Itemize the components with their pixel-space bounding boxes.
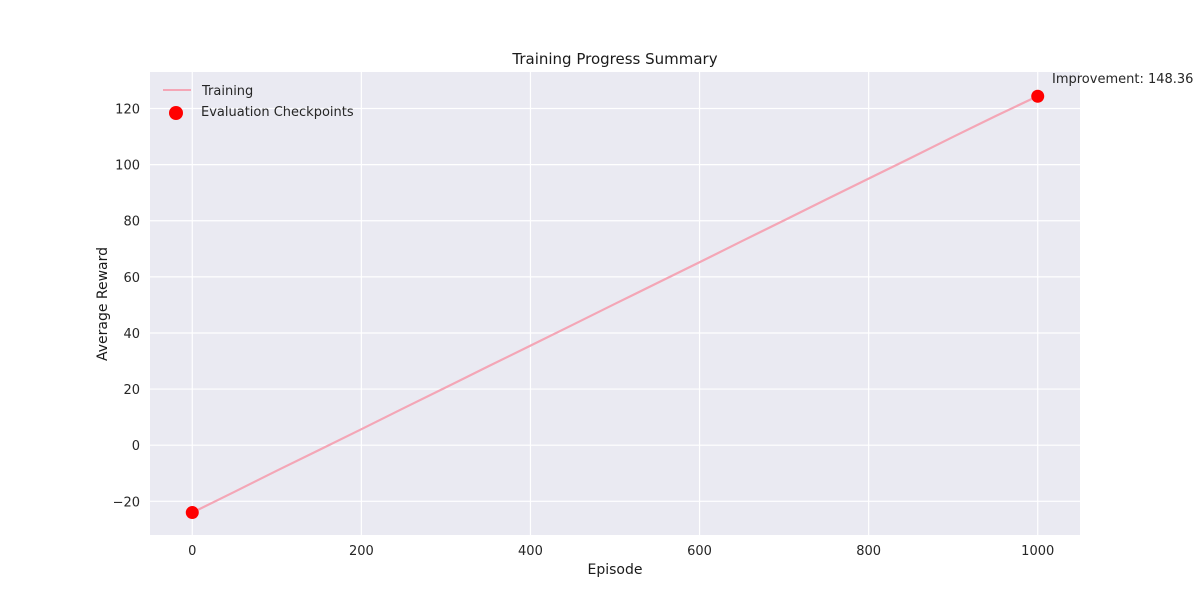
axis-ticks: 0 200 400 600 800 1000 −20 0 20 40 60 80 100 120 [113,102,1055,559]
improvement-annotation: Improvement: 148.36 [1052,72,1193,87]
y-tick-label: 120 [115,102,140,117]
y-axis-title: Average Reward [95,247,111,361]
x-tick-label: 800 [856,544,881,559]
legend-label-training: Training [201,84,253,99]
chart-marks [185,89,1045,520]
y-tick-label: 100 [115,159,140,174]
y-tick-label: 40 [123,327,140,342]
x-tick-label: 200 [349,544,374,559]
legend: Training Evaluation Checkpoints [163,84,354,120]
chart-title: Training Progress Summary [511,50,717,68]
y-tick-label: 20 [123,383,140,398]
evaluation-checkpoint-point [1031,89,1045,103]
y-tick-label: −20 [113,495,140,510]
y-tick-label: 0 [132,439,140,454]
x-tick-label: 400 [518,544,543,559]
x-tick-label: 1000 [1021,544,1054,559]
y-tick-label: 60 [123,271,140,286]
x-tick-label: 0 [188,544,196,559]
legend-label-evaluation: Evaluation Checkpoints [201,105,354,120]
y-tick-label: 80 [123,215,140,230]
legend-dot-swatch [169,106,183,120]
grid [150,72,1080,535]
evaluation-checkpoint-point [185,506,199,520]
x-axis-title: Episode [588,562,643,578]
training-series-line [191,95,1039,514]
x-tick-label: 600 [687,544,712,559]
